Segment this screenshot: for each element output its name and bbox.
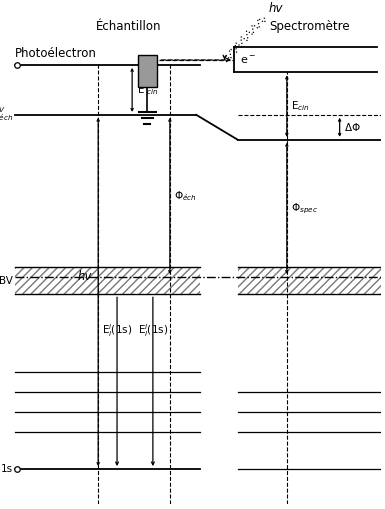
Text: E$^V_{éch}$: E$^V_{éch}$: [0, 106, 13, 123]
Text: Photoélectron: Photoélectron: [15, 47, 97, 60]
Text: e$^-$: e$^-$: [239, 54, 256, 66]
Text: Spectromètre: Spectromètre: [269, 19, 350, 33]
Bar: [238, 267, 381, 294]
Text: E$^i_l$(1s): E$^i_l$(1s): [102, 322, 132, 338]
Text: Échantillon: Échantillon: [95, 19, 161, 33]
Text: $\Phi_{éch}$: $\Phi_{éch}$: [174, 189, 197, 203]
Text: $\Delta\Phi$: $\Delta\Phi$: [344, 121, 361, 133]
Text: E'$_{cin}$: E'$_{cin}$: [137, 83, 158, 97]
Text: E$^V_{spec}$: E$^V_{spec}$: [383, 131, 385, 149]
Text: E$_F$: E$_F$: [383, 270, 385, 284]
Text: BV: BV: [0, 276, 13, 286]
Bar: [15, 267, 200, 294]
Text: E$^i_l$(1s): E$^i_l$(1s): [138, 322, 168, 338]
Text: hv: hv: [78, 270, 92, 284]
Bar: [138, 55, 157, 88]
Text: hv: hv: [269, 2, 283, 15]
Text: E$_{cin}$: E$_{cin}$: [291, 99, 310, 113]
Text: $\Phi_{spec}$: $\Phi_{spec}$: [291, 201, 318, 215]
Text: 1s: 1s: [1, 464, 13, 474]
